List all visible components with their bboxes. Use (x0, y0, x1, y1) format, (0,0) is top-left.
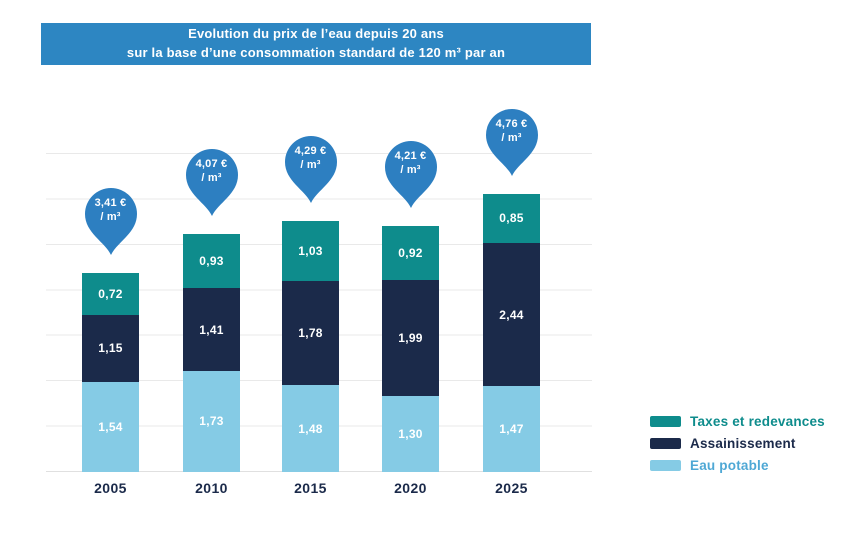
segment-value: 0,72 (98, 286, 123, 301)
title-banner: Evolution du prix de l’eau depuis 20 ans… (41, 23, 591, 65)
map-pin-icon (84, 187, 137, 255)
segment-assainissement-2020: 1,99 (382, 279, 439, 396)
segment-taxes-2010: 0,93 (183, 233, 240, 289)
segment-assainissement-2015: 1,78 (282, 281, 339, 386)
segment-value: 0,93 (199, 254, 224, 269)
legend-label: Assainissement (690, 436, 796, 451)
legend-swatch-assainissement (650, 438, 681, 449)
map-pin-icon (485, 108, 538, 176)
price-pin-2020: 4,21 € / m³ (382, 140, 440, 210)
segment-value: 1,30 (398, 426, 423, 441)
segment-value: 1,73 (199, 414, 224, 429)
segment-value: 0,85 (499, 211, 524, 226)
x-axis-label-2005: 2005 (94, 480, 127, 496)
segment-eau-potable-2005: 1,54 (82, 381, 139, 472)
pin-price: 4,07 € (195, 157, 228, 170)
segment-assainissement-2005: 1,15 (82, 314, 139, 382)
legend-item-taxes: Taxes et redevances (650, 414, 825, 429)
price-pin-2015: 4,29 € / m³ (282, 135, 340, 205)
segment-taxes-2020: 0,92 (382, 225, 439, 280)
pin-unit: / m³ (400, 164, 421, 176)
segment-eau-potable-2015: 1,48 (282, 385, 339, 472)
x-axis-label-2025: 2025 (495, 480, 528, 496)
pin-price: 3,41 € (94, 196, 127, 209)
segment-value: 1,15 (98, 341, 123, 356)
x-axis-label-2010: 2010 (195, 480, 228, 496)
segment-taxes-2015: 1,03 (282, 221, 339, 282)
legend: Taxes et redevances Assainissement Eau p… (650, 414, 825, 473)
segment-value: 1,48 (298, 421, 323, 436)
title-line-2: sur la base d’une consommation standard … (126, 45, 506, 60)
map-pin-icon (384, 140, 437, 208)
legend-label: Taxes et redevances (690, 414, 825, 429)
segment-eau-potable-2010: 1,73 (183, 370, 240, 472)
segment-taxes-2005: 0,72 (82, 272, 139, 315)
segment-value: 1,47 (499, 421, 524, 436)
pin-price: 4,76 € (495, 117, 528, 130)
legend-swatch-taxes (650, 416, 681, 427)
segment-value: 2,44 (499, 307, 524, 322)
segment-value: 1,41 (199, 322, 224, 337)
x-axis-label-2015: 2015 (294, 480, 327, 496)
segment-value: 1,99 (398, 330, 423, 345)
pin-unit: / m³ (300, 159, 321, 172)
segment-taxes-2025: 0,85 (483, 193, 540, 244)
legend-item-assainissement: Assainissement (650, 436, 825, 451)
segment-assainissement-2010: 1,41 (183, 288, 240, 371)
segment-assainissement-2025: 2,44 (483, 243, 540, 386)
legend-item-eau-potable: Eau potable (650, 458, 825, 473)
segment-value: 1,78 (298, 326, 323, 341)
pin-unit: / m³ (201, 172, 222, 185)
pin-unit: / m³ (100, 210, 121, 223)
bar-2010: 0,93 1,41 1,73 (183, 233, 240, 472)
segment-value: 1,54 (98, 419, 123, 434)
legend-label: Eau potable (690, 458, 769, 473)
segment-value: 1,03 (298, 244, 323, 259)
bar-2015: 1,03 1,78 1,48 (282, 221, 339, 472)
x-axis-label-2020: 2020 (394, 480, 427, 496)
pin-unit: / m³ (501, 131, 522, 144)
bar-2020: 0,92 1,99 1,30 (382, 225, 439, 472)
map-pin-icon (185, 148, 238, 216)
pin-price: 4,29 € (294, 145, 327, 158)
price-pin-2010: 4,07 € / m³ (183, 148, 241, 218)
title-line-1: Evolution du prix de l’eau depuis 20 ans (188, 26, 444, 42)
price-pin-2025: 4,76 € / m³ (483, 108, 541, 178)
bar-2025: 0,85 2,44 1,47 (483, 193, 540, 472)
segment-value: 0,92 (398, 245, 423, 260)
legend-swatch-eau-potable (650, 460, 681, 471)
bar-2005: 0,72 1,15 1,54 (82, 272, 139, 472)
segment-eau-potable-2020: 1,30 (382, 395, 439, 472)
pin-price: 4,21 € (394, 149, 427, 162)
map-pin-icon (284, 136, 337, 204)
price-pin-2005: 3,41 € / m³ (82, 187, 140, 257)
segment-eau-potable-2025: 1,47 (483, 385, 540, 472)
